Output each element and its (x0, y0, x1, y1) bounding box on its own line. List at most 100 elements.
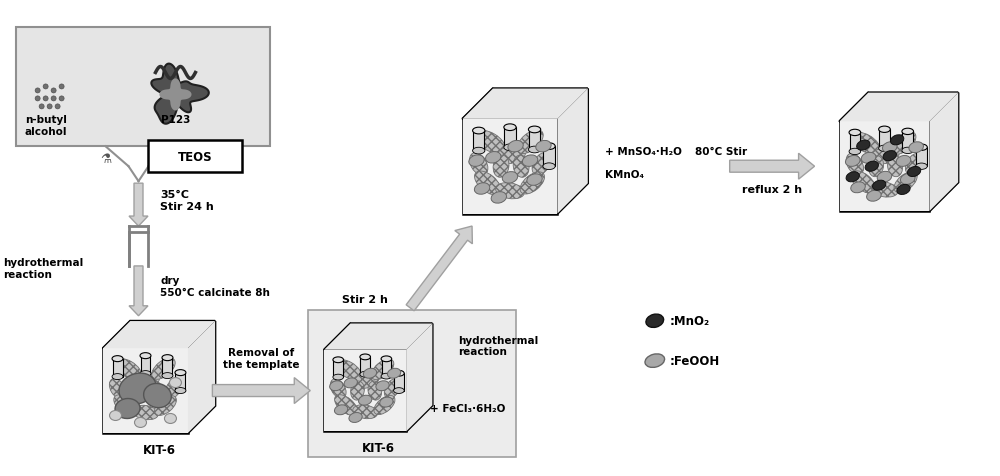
Ellipse shape (846, 154, 864, 176)
Circle shape (51, 97, 56, 102)
Ellipse shape (495, 147, 525, 164)
Ellipse shape (916, 145, 927, 151)
Ellipse shape (909, 142, 923, 153)
Text: n-butyl
alcohol: n-butyl alcohol (24, 115, 67, 137)
Ellipse shape (528, 147, 541, 154)
Ellipse shape (532, 153, 550, 176)
Circle shape (59, 85, 64, 90)
FancyBboxPatch shape (308, 310, 516, 457)
Ellipse shape (890, 136, 904, 146)
Ellipse shape (165, 378, 182, 399)
Polygon shape (557, 89, 588, 214)
Ellipse shape (868, 157, 884, 178)
Ellipse shape (349, 413, 362, 423)
Polygon shape (557, 89, 588, 214)
Ellipse shape (475, 131, 505, 154)
Circle shape (39, 105, 44, 109)
Text: :FeOOH: :FeOOH (670, 355, 720, 367)
Ellipse shape (851, 171, 876, 194)
Polygon shape (103, 321, 215, 348)
Polygon shape (504, 128, 516, 148)
Ellipse shape (394, 371, 404, 377)
Ellipse shape (527, 175, 542, 186)
Ellipse shape (522, 156, 538, 167)
Ellipse shape (333, 357, 344, 363)
Text: + MnSO₄·H₂O: + MnSO₄·H₂O (605, 147, 682, 157)
Text: hydrothermal
reaction: hydrothermal reaction (3, 258, 83, 279)
Circle shape (59, 97, 64, 102)
Ellipse shape (861, 153, 876, 164)
Circle shape (35, 89, 40, 94)
Polygon shape (840, 122, 929, 212)
Ellipse shape (896, 156, 911, 167)
Ellipse shape (474, 183, 490, 195)
Polygon shape (543, 147, 555, 167)
Polygon shape (840, 122, 929, 212)
Ellipse shape (130, 381, 145, 401)
Ellipse shape (645, 354, 665, 367)
Text: KIT-6: KIT-6 (362, 441, 395, 455)
Polygon shape (879, 130, 890, 149)
Ellipse shape (879, 146, 890, 152)
Text: P123: P123 (161, 115, 190, 125)
Polygon shape (140, 356, 150, 374)
Ellipse shape (870, 148, 899, 165)
Ellipse shape (845, 156, 860, 167)
Circle shape (35, 97, 40, 102)
Ellipse shape (169, 378, 181, 388)
Polygon shape (529, 130, 540, 150)
Ellipse shape (891, 132, 916, 155)
Ellipse shape (363, 368, 377, 378)
Ellipse shape (513, 156, 529, 178)
Polygon shape (162, 358, 172, 376)
Circle shape (43, 97, 48, 102)
Polygon shape (929, 93, 958, 212)
Text: TEOS: TEOS (178, 150, 213, 163)
Polygon shape (188, 321, 215, 433)
Polygon shape (188, 321, 215, 433)
Ellipse shape (381, 356, 392, 362)
Ellipse shape (902, 148, 914, 154)
Ellipse shape (491, 192, 507, 204)
Ellipse shape (360, 354, 370, 360)
Ellipse shape (132, 373, 159, 388)
Ellipse shape (376, 381, 389, 391)
Polygon shape (406, 324, 432, 432)
Ellipse shape (865, 162, 878, 172)
Polygon shape (463, 119, 557, 214)
Ellipse shape (144, 384, 171, 408)
FancyBboxPatch shape (148, 141, 242, 173)
Ellipse shape (330, 379, 346, 398)
Text: 35°C
Stir 24 h: 35°C Stir 24 h (160, 190, 214, 211)
Ellipse shape (502, 172, 518, 184)
Ellipse shape (148, 381, 163, 401)
Text: Stir 2 h: Stir 2 h (342, 294, 388, 304)
Ellipse shape (335, 360, 361, 379)
Ellipse shape (155, 396, 176, 416)
Ellipse shape (112, 374, 123, 380)
Ellipse shape (353, 405, 378, 419)
Ellipse shape (536, 141, 551, 153)
Ellipse shape (135, 417, 146, 427)
Ellipse shape (846, 172, 859, 182)
Ellipse shape (175, 370, 186, 376)
Ellipse shape (344, 378, 357, 388)
Ellipse shape (387, 368, 401, 378)
Ellipse shape (486, 152, 501, 164)
FancyArrow shape (730, 154, 815, 180)
Ellipse shape (851, 182, 865, 193)
Polygon shape (103, 321, 215, 348)
Ellipse shape (162, 373, 173, 379)
Ellipse shape (508, 141, 523, 153)
Polygon shape (159, 79, 192, 111)
Ellipse shape (894, 172, 917, 193)
FancyBboxPatch shape (16, 28, 270, 147)
Ellipse shape (879, 127, 890, 133)
Text: KIT-6: KIT-6 (143, 443, 176, 456)
Text: + FeCl₃·6H₂O: + FeCl₃·6H₂O (430, 403, 505, 413)
Circle shape (43, 85, 48, 90)
Ellipse shape (543, 143, 555, 150)
Ellipse shape (335, 395, 357, 416)
FancyArrow shape (129, 267, 148, 316)
Ellipse shape (352, 374, 379, 388)
